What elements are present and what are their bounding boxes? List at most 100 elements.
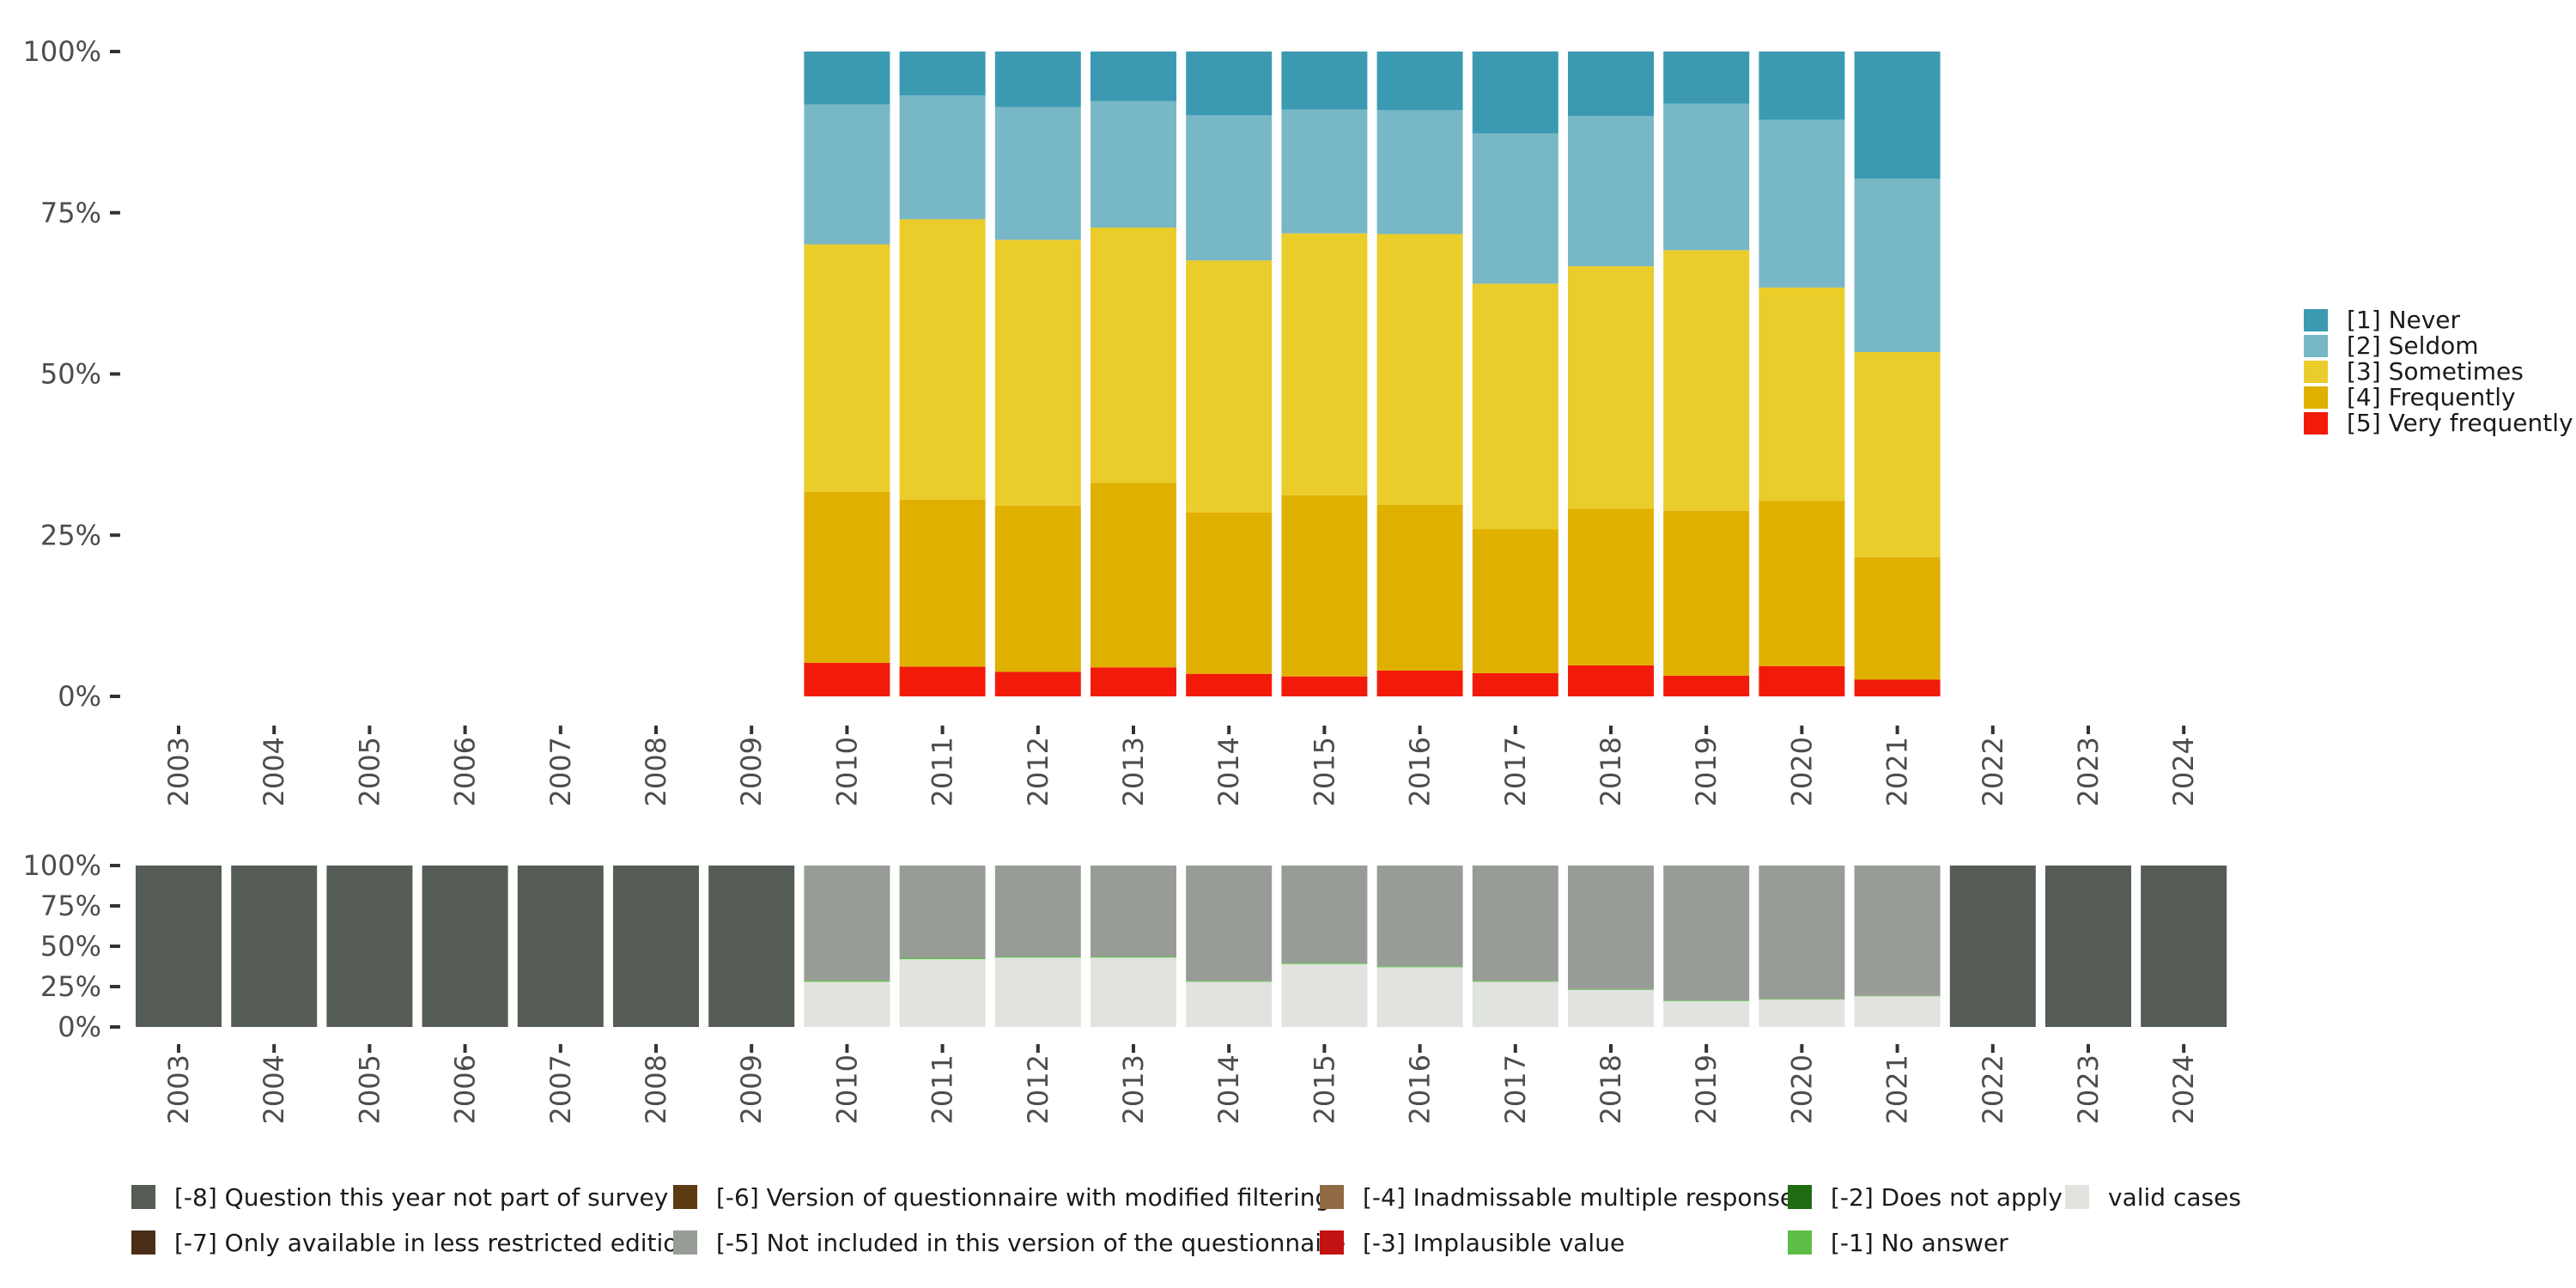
bottom-x-tick-label: 2007 xyxy=(544,1054,577,1124)
bottom-bar-8-question-this-year-not-part-of-survey-2023 xyxy=(2045,866,2131,1027)
top-bar-3-sometimes-2019 xyxy=(1663,250,1750,511)
bottom-bar-8-question-this-year-not-part-of-survey-2003 xyxy=(136,866,222,1027)
bottom-bar-valid-cases-2016 xyxy=(1376,967,1463,1027)
top-bar-3-sometimes-2016 xyxy=(1376,234,1463,505)
bottom-bar-valid-cases-2014 xyxy=(1186,981,1273,1027)
bottom-bar-valid-cases-2017 xyxy=(1472,981,1558,1027)
top-x-tick-label: 2005 xyxy=(353,737,386,806)
top-y-tick-label: 50% xyxy=(40,358,101,391)
top-bar-2-seldom-2014 xyxy=(1186,115,1273,261)
bottom-x-tick-label: 2015 xyxy=(1308,1054,1340,1124)
top-bar-4-frequently-2017 xyxy=(1472,529,1558,673)
bottom-legend-swatch-7-only-available-in-less-restricted-edition xyxy=(131,1230,155,1255)
top-bar-3-sometimes-2020 xyxy=(1759,287,1845,501)
bottom-bar-1-no-answer-2019 xyxy=(1663,1000,1750,1001)
top-bar-2-seldom-2012 xyxy=(994,106,1081,240)
top-bar-4-frequently-2013 xyxy=(1091,483,1176,668)
bottom-bar-1-no-answer-2010 xyxy=(804,980,890,982)
top-bar-3-sometimes-2012 xyxy=(994,240,1081,506)
bottom-bar-1-no-answer-2011 xyxy=(899,957,986,960)
bottom-bar-valid-cases-2011 xyxy=(899,959,986,1027)
bottom-bar-8-question-this-year-not-part-of-survey-2006 xyxy=(422,866,508,1027)
bottom-x-tick-label: 2005 xyxy=(353,1054,386,1124)
top-bar-4-frequently-2010 xyxy=(804,491,890,663)
top-bar-5-very-frequently-2012 xyxy=(994,671,1081,696)
bottom-legend-swatch-5-not-included-in-this-version-of-the-questionnaire xyxy=(673,1230,697,1255)
legend-label-1-never: [1] Never xyxy=(2347,306,2461,334)
top-y-tick-label: 25% xyxy=(40,519,101,551)
top-bar-1-never-2011 xyxy=(899,52,986,96)
bottom-legend-label-5-not-included-in-this-version-of-the-questionnaire: [-5] Not included in this version of the… xyxy=(716,1229,1346,1257)
top-bar-5-very-frequently-2016 xyxy=(1376,670,1463,696)
top-bar-5-very-frequently-2021 xyxy=(1854,679,1941,696)
top-bar-3-sometimes-2013 xyxy=(1091,228,1176,483)
bottom-bar-8-question-this-year-not-part-of-survey-2005 xyxy=(326,866,413,1027)
bottom-bar-5-not-included-in-this-version-of-the-questionnaire-2012 xyxy=(994,866,1081,957)
top-bar-5-very-frequently-2010 xyxy=(804,662,890,696)
top-bar-5-very-frequently-2018 xyxy=(1568,665,1654,696)
bottom-legend-label-8-question-this-year-not-part-of-survey: [-8] Question this year not part of surv… xyxy=(174,1183,668,1212)
bottom-bar-8-question-this-year-not-part-of-survey-2007 xyxy=(517,866,604,1027)
bottom-bar-5-not-included-in-this-version-of-the-questionnaire-2019 xyxy=(1663,866,1750,1001)
top-x-tick-label: 2007 xyxy=(544,737,577,806)
bottom-x-tick-label: 2020 xyxy=(1785,1054,1818,1124)
top-bar-3-sometimes-2015 xyxy=(1281,233,1368,495)
top-bar-5-very-frequently-2014 xyxy=(1186,673,1273,696)
bottom-bar-5-not-included-in-this-version-of-the-questionnaire-2016 xyxy=(1376,866,1463,967)
top-x-tick-label: 2014 xyxy=(1212,737,1245,806)
bottom-bar-valid-cases-2012 xyxy=(994,957,1081,1027)
top-bar-1-never-2020 xyxy=(1759,52,1845,120)
bottom-bar-8-question-this-year-not-part-of-survey-2004 xyxy=(231,866,318,1027)
top-bar-3-sometimes-2018 xyxy=(1568,266,1654,509)
legend-label-2-seldom: [2] Seldom xyxy=(2347,331,2479,360)
top-bar-5-very-frequently-2020 xyxy=(1759,665,1845,696)
bottom-bar-8-question-this-year-not-part-of-survey-2008 xyxy=(613,866,699,1027)
top-x-tick-label: 2017 xyxy=(1499,737,1532,806)
top-bar-5-very-frequently-2015 xyxy=(1281,676,1368,696)
top-x-tick-label: 2012 xyxy=(1022,737,1054,806)
bottom-legend-label-6-version-of-questionnaire-with-modified-filtering: [-6] Version of questionnaire with modif… xyxy=(716,1183,1330,1212)
bottom-bar-5-not-included-in-this-version-of-the-questionnaire-2013 xyxy=(1091,866,1176,957)
top-x-tick-label: 2010 xyxy=(830,737,863,806)
bottom-x-tick-label: 2023 xyxy=(2072,1054,2105,1124)
top-x-tick-label: 2003 xyxy=(162,737,195,806)
bottom-bar-1-no-answer-2016 xyxy=(1376,966,1463,968)
bottom-bar-1-no-answer-2021 xyxy=(1854,995,1941,997)
bottom-legend-label-valid-cases: valid cases xyxy=(2108,1183,2241,1212)
bottom-bar-5-not-included-in-this-version-of-the-questionnaire-2018 xyxy=(1568,866,1654,989)
top-bar-2-seldom-2010 xyxy=(804,104,890,245)
top-bar-4-frequently-2020 xyxy=(1759,501,1845,666)
top-bar-1-never-2016 xyxy=(1376,52,1463,111)
bottom-legend-label-1-no-answer: [-1] No answer xyxy=(1831,1229,2008,1257)
bottom-legend-swatch-8-question-this-year-not-part-of-survey xyxy=(131,1185,155,1209)
top-x-tick-label: 2006 xyxy=(449,737,482,806)
top-bar-3-sometimes-2010 xyxy=(804,244,890,492)
bottom-x-tick-label: 2022 xyxy=(1977,1054,2009,1124)
bottom-legend-swatch-1-no-answer xyxy=(1788,1230,1812,1255)
bottom-bar-valid-cases-2015 xyxy=(1281,963,1368,1027)
bottom-legend-label-2-does-not-apply: [-2] Does not apply xyxy=(1831,1183,2063,1212)
top-bar-1-never-2019 xyxy=(1663,52,1750,104)
bottom-legend-swatch-3-implausible-value xyxy=(1320,1230,1344,1255)
top-bar-3-sometimes-2011 xyxy=(899,219,986,500)
top-bar-2-seldom-2011 xyxy=(899,95,986,220)
top-x-tick-label: 2016 xyxy=(1404,737,1437,806)
top-bar-2-seldom-2019 xyxy=(1663,103,1750,251)
top-bar-4-frequently-2019 xyxy=(1663,510,1750,676)
bottom-y-tick-label: 100% xyxy=(23,849,101,882)
bottom-x-tick-label: 2012 xyxy=(1022,1054,1054,1124)
top-bar-5-very-frequently-2011 xyxy=(899,666,986,696)
bottom-x-tick-label: 2019 xyxy=(1690,1054,1722,1124)
top-bar-5-very-frequently-2017 xyxy=(1472,672,1558,696)
bottom-x-tick-label: 2016 xyxy=(1404,1054,1437,1124)
bottom-bar-5-not-included-in-this-version-of-the-questionnaire-2010 xyxy=(804,866,890,981)
top-bar-4-frequently-2014 xyxy=(1186,512,1273,674)
bottom-x-tick-label: 2010 xyxy=(830,1054,863,1124)
bottom-x-tick-label: 2006 xyxy=(449,1054,482,1124)
top-x-tick-label: 2008 xyxy=(640,737,672,806)
top-bar-1-never-2021 xyxy=(1854,52,1941,179)
top-bar-2-seldom-2021 xyxy=(1854,178,1941,352)
top-bar-1-never-2013 xyxy=(1091,52,1176,101)
bottom-x-tick-label: 2024 xyxy=(2167,1054,2200,1124)
